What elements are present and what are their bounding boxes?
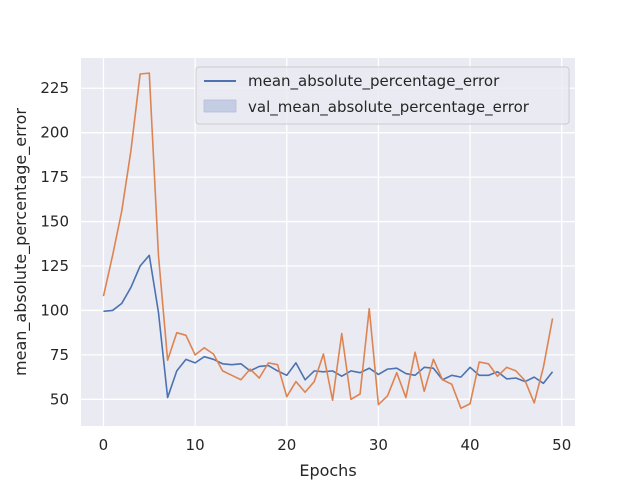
y-tick-label: 50 [50, 390, 69, 408]
y-tick-label: 225 [40, 79, 69, 97]
x-axis-label: Epochs [299, 461, 356, 480]
series-line-val [102, 72, 554, 410]
x-tick-label: 40 [461, 436, 480, 454]
x-tick-label: 20 [277, 436, 296, 454]
y-tick-label: 125 [40, 257, 69, 275]
y-tick-label: 200 [40, 124, 69, 142]
x-tick-label: 30 [369, 436, 388, 454]
legend-swatch-val [203, 99, 237, 113]
y-tick-label: 150 [40, 213, 69, 231]
x-tick-labels: 0 10 20 30 40 50 [99, 436, 572, 454]
x-tick-label: 50 [552, 436, 571, 454]
series-layer [102, 72, 554, 410]
y-tick-label: 175 [40, 168, 69, 186]
series-line-train [103, 254, 554, 399]
legend-label-val: val_mean_absolute_percentage_error [248, 98, 530, 117]
y-tick-label: 75 [50, 346, 69, 364]
y-axis-label: mean_absolute_percentage_error [11, 108, 31, 376]
y-tick-labels: 50 75 100 125 150 175 200 225 [40, 79, 69, 408]
legend: mean_absolute_percentage_error val_mean_… [195, 66, 570, 125]
legend-label-train: mean_absolute_percentage_error [248, 72, 500, 91]
x-tick-label: 0 [99, 436, 109, 454]
y-tick-label: 100 [40, 301, 69, 319]
legend-box [195, 66, 570, 125]
x-tick-label: 10 [186, 436, 205, 454]
